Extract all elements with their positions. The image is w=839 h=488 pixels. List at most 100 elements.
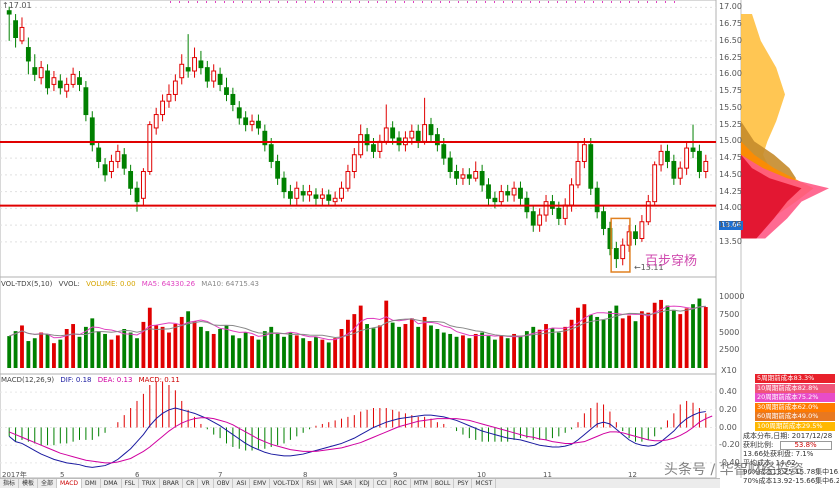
volume-bar	[499, 335, 504, 368]
candle-body	[287, 191, 293, 199]
volume-bar	[186, 311, 191, 368]
indicator-tab[interactable]: MTM	[411, 479, 432, 488]
volume-bar	[665, 305, 670, 368]
volume-bar	[556, 332, 561, 368]
indicator-tab-bar: 指标 模板 全部 MACD DMI DMA FSL TRIX BRAR CR VR OBV ASI EMV…	[0, 478, 720, 488]
time-axis-label: 2017年	[2, 471, 27, 479]
price-axis-tick: 15.00	[719, 136, 742, 146]
indicator-tab[interactable]: ROC	[391, 479, 411, 488]
indicator-tab[interactable]: ASI	[233, 479, 251, 488]
candle-body	[83, 87, 89, 116]
volume-bar	[339, 329, 344, 368]
volume-bar	[109, 339, 114, 368]
volume-bar	[218, 329, 223, 368]
candle-body	[313, 194, 319, 199]
candle-body	[249, 120, 255, 126]
price-axis-tick: 14.25	[719, 186, 742, 196]
indicator-tab[interactable]: CCI	[374, 479, 391, 488]
volume-bar	[697, 298, 702, 368]
profit-ratio-value: 53.8%	[779, 441, 832, 450]
indicator-tab[interactable]: MACD	[57, 479, 83, 488]
candle-body	[307, 191, 312, 196]
chip-date-line: 成本分布,日期: 2017/12/28	[743, 432, 833, 440]
volume-bar	[377, 325, 382, 368]
candle-body	[498, 191, 504, 203]
volume-bar	[371, 328, 376, 368]
volume-bar	[160, 326, 165, 368]
volume-bar	[58, 339, 63, 368]
candle-body	[703, 160, 709, 172]
candle-body	[556, 207, 562, 219]
price-axis-tick: 14.75	[719, 153, 742, 163]
volume-bar	[473, 333, 478, 368]
macd-indicator-title[interactable]: MACD(12,26,9) DIF: 0.18 DEA: 0.13 MACD: …	[1, 376, 184, 385]
chip-legend-entry: 10周期前成本82.8%	[755, 383, 835, 393]
indicator-tab[interactable]: BOLL	[432, 479, 455, 488]
candle-body	[102, 164, 108, 176]
candle-body	[332, 197, 338, 203]
indicator-tab[interactable]: VR	[198, 479, 214, 488]
indicator-tab[interactable]: 全部	[38, 479, 58, 488]
candle-body	[684, 147, 690, 169]
candle-body	[147, 124, 153, 172]
indicator-tab[interactable]: CR	[183, 479, 199, 488]
price-axis-tick: 13.75	[719, 220, 742, 230]
volume-indicator-title[interactable]: VOL-TDX(5,10) VVOL: VOLUME: 0.00 MA5: 64…	[1, 280, 263, 289]
candle-body	[601, 211, 606, 229]
indicator-tab[interactable]: TRIX	[139, 479, 160, 488]
candle-body	[518, 187, 523, 199]
macd-axis-tick: 0.20	[719, 404, 737, 414]
candle-body	[204, 67, 210, 82]
volume-bar	[595, 316, 600, 368]
candle-body	[217, 73, 223, 85]
indicator-tab[interactable]: 模板	[19, 479, 39, 488]
volume-bar	[467, 338, 472, 368]
candle-body	[192, 57, 197, 72]
volume-bar	[531, 326, 536, 368]
indicator-tab[interactable]: WR	[320, 479, 338, 488]
indicator-tab[interactable]: PSY	[454, 479, 473, 488]
price-axis-tick: 16.25	[719, 52, 742, 62]
indicator-tab[interactable]: EMV	[250, 479, 271, 488]
indicator-tab[interactable]: MCST	[472, 479, 497, 488]
volume-bar	[576, 307, 580, 368]
candle-body	[658, 150, 664, 166]
indicator-tab[interactable]: DMI	[82, 479, 101, 488]
candle-body	[128, 171, 134, 189]
candle-body	[428, 124, 434, 136]
indicator-tab[interactable]: RSI	[303, 479, 320, 488]
volume-bar	[199, 326, 203, 368]
candle-body	[422, 124, 428, 142]
volume-bar	[512, 333, 516, 368]
indicator-tab[interactable]: BRAR	[160, 479, 184, 488]
indicator-tab[interactable]: VOL-TDX	[270, 479, 304, 488]
candle-body	[70, 73, 76, 85]
volume-bar	[288, 332, 293, 368]
macd-indicator-name: MACD(12,26,9)	[1, 376, 55, 384]
volume-bar	[659, 299, 663, 368]
volume-bar	[256, 339, 261, 368]
candle-body	[460, 174, 466, 179]
candle-body	[96, 147, 102, 162]
indicator-tab[interactable]: OBV	[214, 479, 234, 488]
volume-bar	[620, 318, 625, 368]
candle-body	[479, 171, 485, 186]
volume-bar	[45, 333, 50, 368]
time-axis-label: 9	[393, 471, 398, 479]
price-axis-tick: 15.50	[719, 102, 742, 112]
volume-label: VOLUME: 0.00	[86, 280, 136, 288]
indicator-tab[interactable]: 指标	[0, 479, 20, 488]
indicator-tab[interactable]: KDJ	[356, 479, 374, 488]
candle-body	[32, 67, 38, 75]
indicator-tab[interactable]: FSL	[122, 479, 140, 488]
price-axis-tick: 17.00	[719, 2, 742, 12]
volume-bar	[550, 328, 555, 368]
candle-body	[530, 211, 536, 226]
time-axis-label: 5	[60, 471, 65, 479]
candle-body	[134, 187, 140, 203]
candle-body	[696, 150, 702, 172]
indicator-tab[interactable]: DMA	[101, 479, 122, 488]
volume-bar	[7, 336, 12, 368]
indicator-tab[interactable]: SAR	[337, 479, 357, 488]
